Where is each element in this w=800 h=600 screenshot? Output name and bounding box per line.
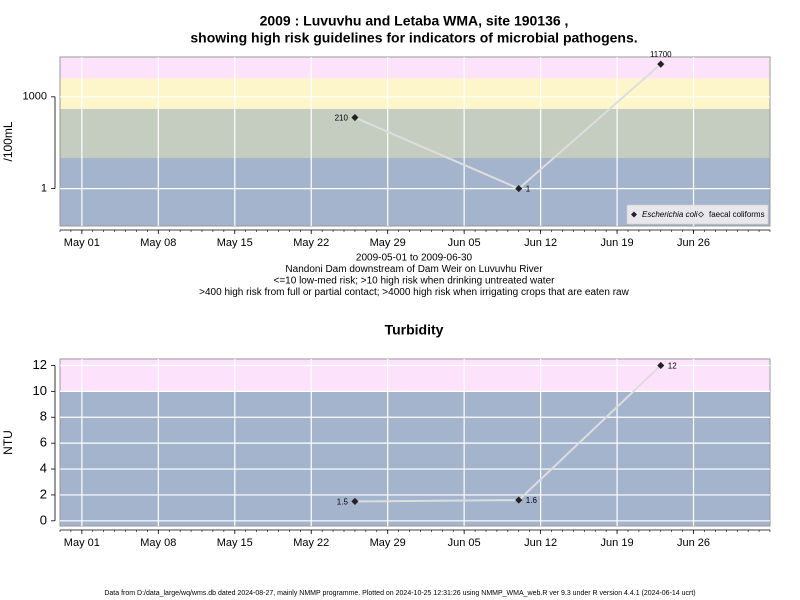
x-tick-label: May 15 xyxy=(217,537,253,549)
x-tick-label: Jun 19 xyxy=(601,237,634,249)
x-tick-label: Jun 19 xyxy=(601,537,634,549)
x-tick-label: May 01 xyxy=(64,537,100,549)
chart-title: 2009 : Luvuvhu and Letaba WMA, site 1901… xyxy=(260,13,569,29)
y-tick-label: 1000 xyxy=(23,91,47,103)
risk-band xyxy=(60,57,770,79)
chart-note: Nandoni Dam downstream of Dam Weir on Lu… xyxy=(285,264,543,275)
chart-note: >400 high risk from full or partial cont… xyxy=(199,287,629,298)
y-tick-label: 2 xyxy=(40,486,47,501)
data-label: 1.6 xyxy=(526,496,538,505)
legend-marker xyxy=(698,211,704,218)
chart-title: showing high risk guidelines for indicat… xyxy=(190,30,637,46)
plot-frame xyxy=(59,56,771,227)
x-tick-label: May 29 xyxy=(370,537,406,549)
chart-title: Turbidity xyxy=(385,322,444,338)
y-tick-label: 10 xyxy=(33,383,47,398)
y-tick-label: 6 xyxy=(40,435,47,450)
x-tick-label: May 01 xyxy=(64,237,100,249)
y-axis-label: NTU xyxy=(1,430,15,455)
footer: Data from D:/data_large/wq/wms.db dated … xyxy=(104,590,695,597)
data-label: 210 xyxy=(335,114,349,123)
legend-label: Escherichia coli xyxy=(642,210,698,219)
x-tick-label: May 22 xyxy=(293,537,329,549)
x-tick-label: May 29 xyxy=(370,237,406,249)
y-tick-label: 4 xyxy=(40,460,47,475)
risk-band xyxy=(60,108,770,159)
data-label: 11700 xyxy=(650,50,672,59)
x-tick-label: Jun 12 xyxy=(524,537,557,549)
chart-note: 2009-05-01 to 2009-06-30 xyxy=(356,253,473,264)
legend-label: faecal coliforms xyxy=(709,210,765,219)
data-label: 1.5 xyxy=(337,498,349,507)
data-point xyxy=(351,113,359,122)
data-label: 1 xyxy=(526,185,531,194)
x-tick-label: May 22 xyxy=(293,237,329,249)
y-tick-label: 8 xyxy=(40,409,47,424)
y-tick-label: 0 xyxy=(40,512,47,527)
x-tick-label: Jun 26 xyxy=(677,237,710,249)
data-point xyxy=(515,496,523,504)
x-tick-label: Jun 12 xyxy=(524,237,557,249)
data-label: 12 xyxy=(668,362,677,371)
data-point xyxy=(657,60,665,68)
x-tick-label: May 08 xyxy=(140,237,176,249)
data-point xyxy=(515,185,523,193)
data-point xyxy=(657,361,665,370)
y-tick-label: 1 xyxy=(41,183,47,195)
x-tick-label: Jun 05 xyxy=(448,537,481,549)
risk-band xyxy=(60,391,770,526)
risk-band xyxy=(60,359,770,392)
x-tick-label: Jun 26 xyxy=(677,537,710,549)
risk-band xyxy=(60,78,770,109)
data-point xyxy=(351,497,359,505)
legend-box xyxy=(626,204,769,225)
legend-marker xyxy=(631,211,637,218)
x-tick-label: May 08 xyxy=(140,537,176,549)
y-tick-label: 12 xyxy=(33,357,47,372)
y-axis-label: /100mL xyxy=(1,121,15,161)
plot-frame xyxy=(59,358,771,527)
x-tick-label: Jun 05 xyxy=(448,237,481,249)
x-tick-label: May 15 xyxy=(217,237,253,249)
chart-note: <=10 low-med risk; >10 high risk when dr… xyxy=(274,276,556,287)
